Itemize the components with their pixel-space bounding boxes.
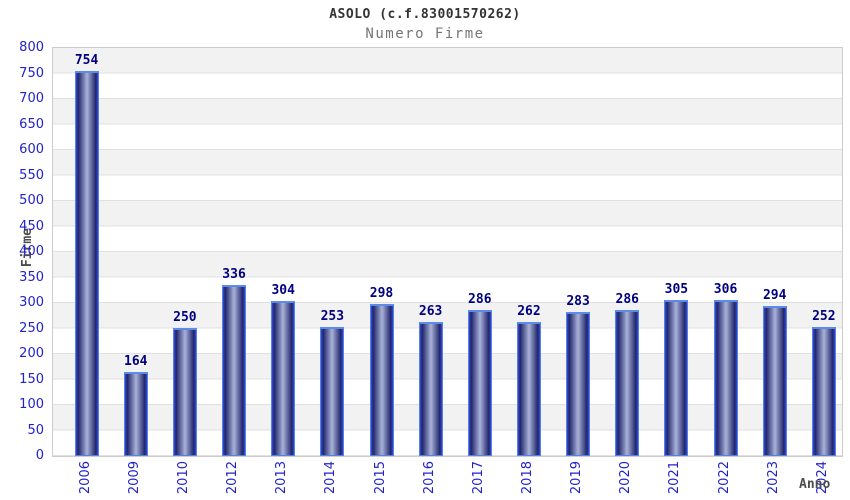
bar-value-label: 262: [517, 304, 541, 319]
bar-2019: [566, 312, 591, 456]
x-tick-label: 2018: [519, 461, 535, 495]
x-axis-title: Anno: [799, 477, 831, 492]
y-tick-label: 700: [19, 91, 44, 106]
y-tick-label: 300: [19, 295, 44, 310]
bar-2023: [762, 306, 787, 456]
y-tick-label: 50: [27, 422, 44, 438]
bar-value-label: 298: [369, 286, 394, 301]
y-tick-label: 800: [19, 40, 44, 55]
bar-value-label: 336: [222, 267, 246, 282]
bar-value-label: 306: [713, 282, 738, 297]
bar-value-label: 304: [271, 283, 295, 298]
x-tick-label: 2014: [323, 461, 339, 495]
bar-value-label: 253: [320, 309, 345, 324]
bar-value-label: 283: [566, 294, 590, 309]
y-axis: 0 50 100 150 200 250 300 350 400 450 500 550 600 650 7…: [0, 40, 48, 463]
y-tick-label: 350: [19, 269, 44, 285]
bar-value-label: 263: [418, 304, 443, 319]
y-tick-label: 650: [19, 116, 44, 132]
bar-2014: [320, 327, 345, 456]
bar-value-label: 294: [762, 288, 787, 303]
y-tick-label: 500: [19, 193, 44, 208]
y-tick-label: 250: [19, 320, 44, 336]
chart-subtitle: Numero Firme: [365, 26, 485, 42]
bar-value-label: 305: [664, 282, 689, 297]
y-tick-label: 200: [19, 346, 44, 361]
y-tick-label: 550: [19, 167, 44, 183]
y-tick-label: 100: [19, 397, 44, 412]
y-tick-label: 750: [19, 65, 44, 81]
x-tick-label: 2021: [667, 461, 683, 495]
bar-value-label: 286: [615, 292, 639, 307]
bar-value-label: 250: [173, 310, 197, 325]
y-tick-label: 600: [19, 142, 44, 157]
x-tick-label: 2023: [765, 461, 781, 495]
y-tick-label: 450: [19, 218, 44, 234]
x-tick-label: 2019: [569, 461, 585, 495]
bar-value-label: 286: [468, 292, 492, 307]
x-tick-label: 2010: [175, 461, 191, 495]
bar-2017: [467, 310, 492, 456]
x-tick-label: 2012: [225, 461, 241, 495]
bar-value-label: 164: [124, 354, 148, 369]
bar-2020: [615, 310, 640, 456]
x-tick-label: 2009: [126, 461, 142, 495]
x-tick-label: 2020: [618, 461, 634, 495]
bar-2013: [271, 301, 296, 456]
bar-2024: [811, 327, 836, 456]
y-tick-label: 150: [19, 371, 44, 387]
x-tick-label: 2015: [372, 461, 388, 495]
x-tick-label: 2022: [716, 461, 732, 495]
y-tick-label: 400: [19, 244, 44, 259]
x-tick-label: 2013: [274, 461, 290, 495]
x-tick-label: 2016: [421, 461, 437, 495]
bar-value-label: 754: [74, 53, 99, 68]
bar-2016: [418, 322, 443, 456]
plot-area: 754 164 250 336 304 253 298 263 286 262 283 286 305 3…: [52, 47, 843, 457]
bar-2018: [516, 322, 541, 456]
x-tick-label: 2017: [470, 461, 486, 495]
bar-2010: [172, 328, 197, 456]
x-tick-label: 2006: [77, 461, 93, 495]
chart-title: ASOLO (c.f.83001570262): [329, 7, 521, 22]
x-axis: 2006 2009 2010 2012 2013 2014 2015 2016 2017 2018…: [0, 461, 850, 500]
bar-2006: [74, 71, 99, 456]
y-tick-label: 0: [35, 448, 44, 463]
bar-2022: [713, 300, 738, 456]
bar-value-label: 252: [812, 309, 836, 324]
bar-2012: [222, 285, 247, 456]
bar-2009: [123, 372, 148, 456]
bar-2015: [369, 304, 394, 456]
bar-2021: [664, 300, 689, 456]
